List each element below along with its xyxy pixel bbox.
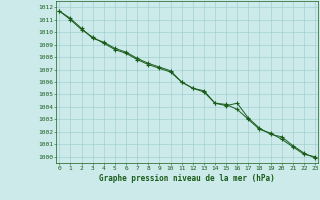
X-axis label: Graphe pression niveau de la mer (hPa): Graphe pression niveau de la mer (hPa) xyxy=(99,174,275,183)
